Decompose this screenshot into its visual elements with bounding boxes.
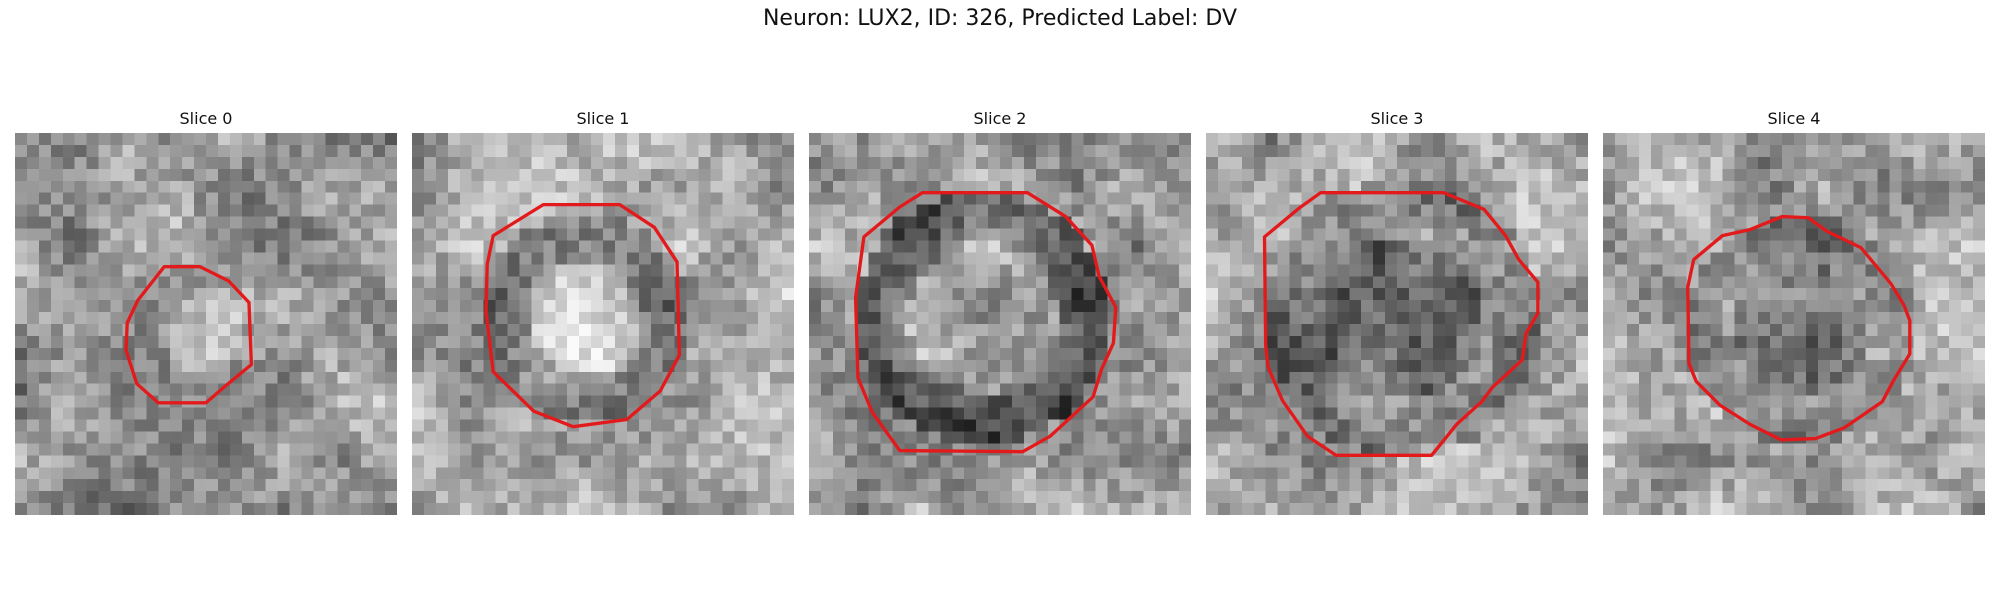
roi-contour-3 [1262, 191, 1540, 457]
slice-title-4: Slice 4 [1767, 109, 1821, 128]
figure-title: Neuron: LUX2, ID: 326, Predicted Label: … [762, 6, 1238, 31]
slice-title-0: Slice 0 [179, 109, 233, 128]
roi-contour-4 [1686, 214, 1912, 442]
slice-title-2: Slice 2 [973, 109, 1027, 128]
slice-panel-4: Slice 4 [1603, 108, 1985, 515]
roi-contour-2 [853, 191, 1118, 454]
slice-image-0 [15, 133, 397, 515]
slice-image-4 [1603, 133, 1985, 515]
slice-title-3: Slice 3 [1370, 109, 1424, 128]
slice-panel-0: Slice 0 [15, 108, 397, 515]
slice-panel-3: Slice 3 [1206, 108, 1588, 515]
slice-image-3 [1206, 133, 1588, 515]
roi-contour-1 [484, 202, 682, 429]
slice-title-1: Slice 1 [576, 109, 630, 128]
slice-image-1 [412, 133, 794, 515]
slice-panel-2: Slice 2 [809, 108, 1191, 515]
roi-contour-0 [124, 265, 254, 405]
slice-panel-1: Slice 1 [412, 108, 794, 515]
